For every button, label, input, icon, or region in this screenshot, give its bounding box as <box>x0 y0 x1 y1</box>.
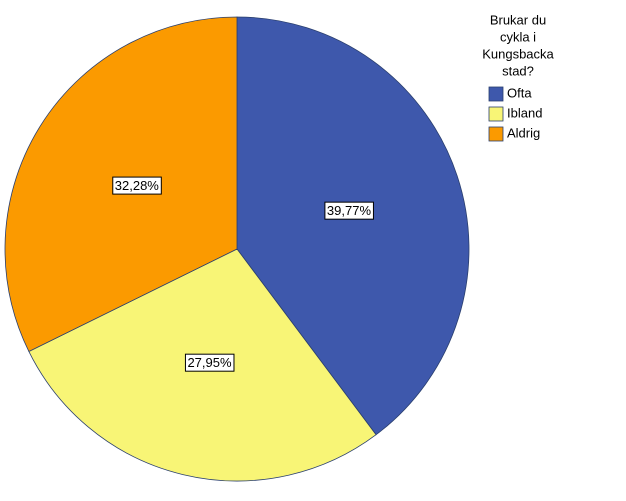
data-label-box <box>112 176 162 195</box>
pie-slice <box>236 16 470 436</box>
data-label-box <box>324 201 374 220</box>
legend-title: cykla i <box>500 29 536 44</box>
legend-title: stad? <box>502 63 534 78</box>
data-label-box <box>184 353 235 372</box>
legend-label: Ofta <box>507 85 532 100</box>
legend-label: Aldrig <box>507 125 540 140</box>
legend-label: Ibland <box>507 105 542 120</box>
legend-title: Kungsbacka <box>482 46 554 61</box>
data-label: 39,77% <box>327 203 372 218</box>
legend-swatch <box>488 106 504 122</box>
data-label: 27,95% <box>187 355 232 370</box>
data-label: 32,28% <box>115 178 160 193</box>
legend-swatch <box>488 86 504 102</box>
legend-swatch <box>488 126 504 142</box>
legend-title: Brukar du <box>490 12 546 27</box>
